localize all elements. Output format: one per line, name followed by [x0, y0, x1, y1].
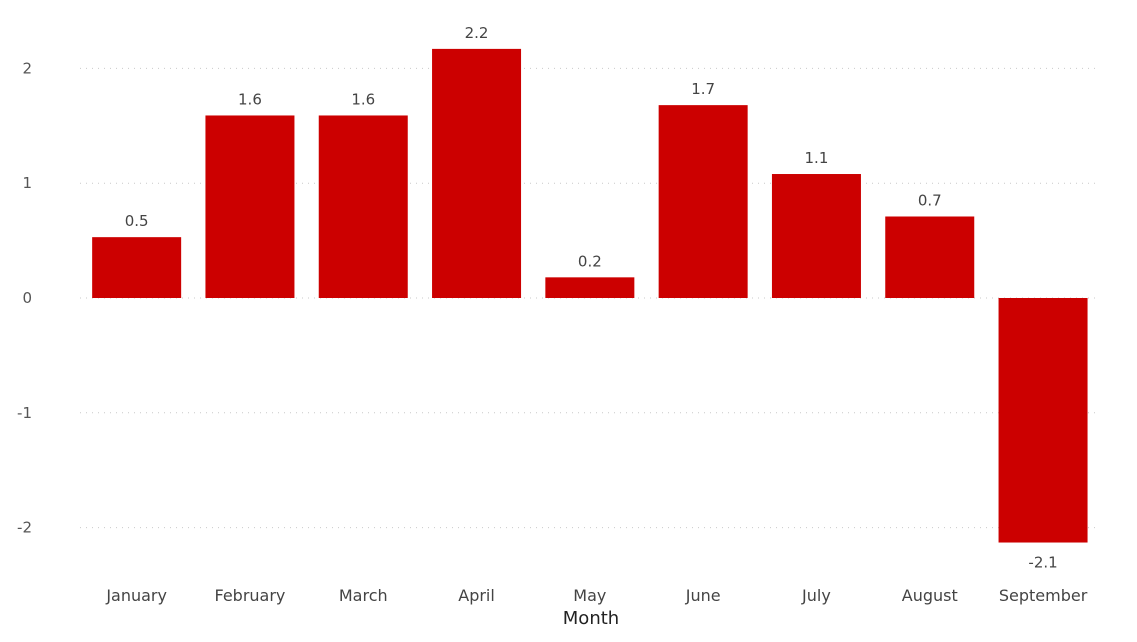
category-label: July — [801, 586, 831, 605]
data-label-may: 0.2 — [578, 252, 602, 270]
data-labels: 0.5 1.6 1.6 2.2 0.2 1.7 1.1 0.7 -2.1 — [125, 24, 1058, 572]
bar-february[interactable] — [205, 115, 295, 298]
bars — [92, 48, 1088, 543]
category-label: August — [902, 586, 958, 605]
x-axis-title: Month — [563, 608, 619, 629]
y-tick-label: 1 — [22, 174, 32, 192]
data-label-august: 0.7 — [918, 191, 942, 209]
data-label-june: 1.7 — [691, 80, 715, 98]
data-label-september: -2.1 — [1028, 554, 1057, 572]
data-label-april: 2.2 — [465, 24, 489, 42]
category-label: May — [573, 586, 606, 605]
y-tick-label: -2 — [17, 519, 32, 537]
x-axis-category-labels: January February March April May June July Augu… — [105, 586, 1087, 605]
category-label: January — [105, 586, 167, 605]
y-tick-label: 2 — [22, 59, 32, 77]
category-label: February — [214, 586, 285, 605]
data-label-january: 0.5 — [125, 212, 149, 230]
data-label-march: 1.6 — [351, 90, 375, 108]
bar-january[interactable] — [92, 237, 182, 298]
bar-august[interactable] — [885, 216, 975, 298]
category-label: September — [999, 586, 1088, 605]
bar-september[interactable] — [998, 298, 1088, 543]
bar-july[interactable] — [771, 174, 861, 298]
category-label: June — [685, 586, 721, 605]
data-label-february: 1.6 — [238, 90, 262, 108]
bar-april[interactable] — [432, 48, 522, 298]
bar-march[interactable] — [318, 115, 408, 298]
y-tick-label: -1 — [17, 404, 32, 422]
category-label: April — [458, 586, 495, 605]
bar-may[interactable] — [545, 277, 635, 298]
category-label: March — [339, 586, 388, 605]
y-axis-tick-labels: 2 1 0 -1 -2 — [17, 59, 32, 536]
y-tick-label: 0 — [22, 289, 32, 307]
bar-june[interactable] — [658, 105, 748, 298]
data-label-july: 1.1 — [805, 149, 829, 167]
